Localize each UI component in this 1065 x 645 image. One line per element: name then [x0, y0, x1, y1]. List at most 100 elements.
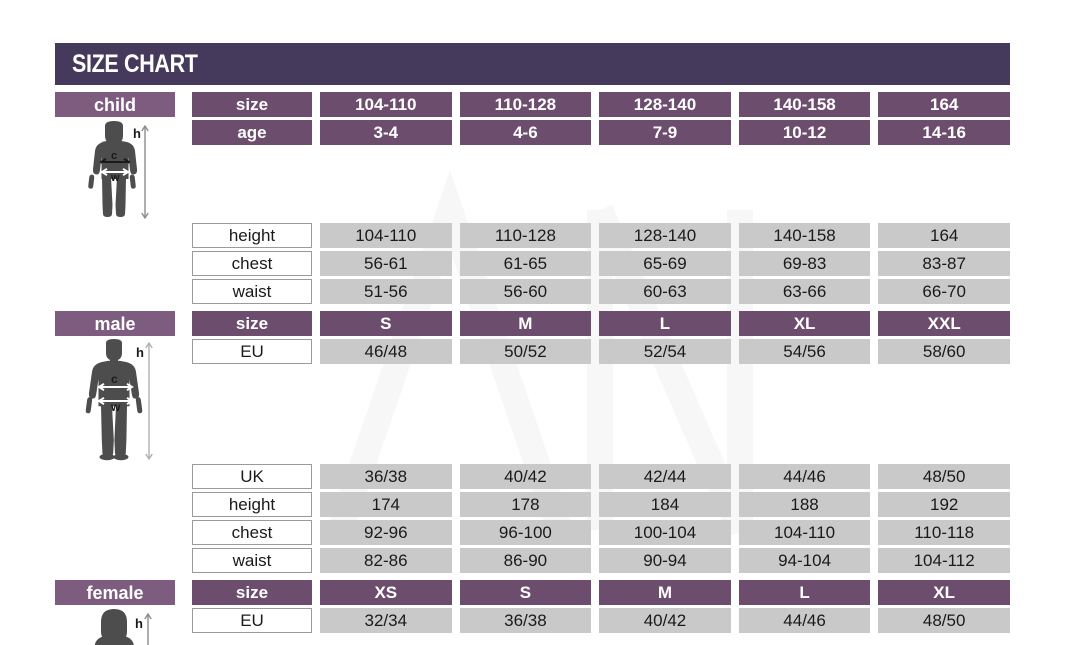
data-cell: 66-70: [878, 279, 1010, 304]
row-label-size: size: [192, 580, 312, 605]
section-male: male size S M L XL XXL c w h EU 46/48 50/52 52/54…: [55, 311, 1010, 573]
cell-male-waist-4: 104-112: [878, 548, 1010, 573]
data-cell: 10-12: [738, 120, 871, 220]
cell-male-height-3: 188: [738, 492, 871, 517]
cell-female-size-0: XS: [320, 580, 452, 605]
row-label-age: age: [192, 120, 312, 145]
data-cell: 4-6: [459, 120, 592, 220]
cell-female-EU-2: 40/42: [599, 608, 731, 633]
cell-child-size-3: 140-158: [738, 92, 871, 117]
cell-male-chest-3: 104-110: [738, 520, 871, 545]
data-cell: 3-4: [320, 120, 452, 220]
data-cell: 174: [320, 492, 452, 517]
cell-child-age-1: 4-6: [459, 120, 592, 145]
cell-child-chest-3: 69-83: [738, 251, 871, 276]
data-cell: 82-86: [320, 548, 452, 573]
row-label-cell: waist: [192, 548, 312, 573]
cell-male-waist-1: 86-90: [459, 548, 592, 573]
data-cell: 104-112: [878, 548, 1010, 573]
table-row: male size S M L XL XXL: [55, 311, 1010, 336]
data-cell: XS: [320, 580, 452, 605]
child-silhouette: c w h: [55, 120, 175, 220]
data-cell: 188: [738, 492, 871, 517]
data-cell: 50/52: [459, 339, 592, 461]
data-cell: 65-69: [599, 251, 731, 276]
figure-cell: c w h: [55, 120, 175, 220]
cell-male-waist-0: 82-86: [320, 548, 452, 573]
section-label-cell: male: [55, 311, 175, 336]
svg-text:w: w: [110, 172, 120, 184]
cell-child-size-1: 110-128: [459, 92, 592, 117]
cell-male-size-0: S: [320, 311, 452, 336]
svg-text:c: c: [111, 150, 117, 162]
chart-title-bar: SIZE CHART: [55, 43, 1010, 85]
cell-female-EU-4: 48/50: [878, 608, 1010, 633]
table-row: UK 36/38 40/42 42/44 44/46 48/50: [55, 464, 1010, 489]
cell-male-chest-4: 110-118: [878, 520, 1010, 545]
cell-child-height-0: 104-110: [320, 223, 452, 248]
data-cell: 104-110: [320, 92, 452, 117]
cell-child-waist-2: 60-63: [599, 279, 731, 304]
cell-female-size-1: S: [459, 580, 592, 605]
data-cell: 90-94: [599, 548, 731, 573]
female-silhouette: c w h: [94, 609, 152, 645]
table-row: chest 92-96 96-100 100-104 104-110 110-118: [55, 520, 1010, 545]
data-cell: 46/48: [320, 339, 452, 461]
svg-text:c: c: [111, 372, 118, 386]
table-row: height 104-110 110-128 128-140 140-158 164: [55, 223, 1010, 248]
cell-male-height-2: 184: [599, 492, 731, 517]
table-row: waist 82-86 86-90 90-94 94-104 104-112: [55, 548, 1010, 573]
data-cell: XL: [738, 311, 871, 336]
row-label-waist: waist: [192, 279, 312, 304]
cell-male-size-2: L: [599, 311, 731, 336]
cell-male-height-0: 174: [320, 492, 452, 517]
data-cell: 128-140: [599, 92, 731, 117]
row-label-cell: height: [192, 492, 312, 517]
data-cell: 164: [878, 92, 1010, 117]
table-row: child size 104-110 110-128 128-140 140-158 164: [55, 92, 1010, 117]
table-row: c w h EU 46/48 50/52 52/54 54/56 58/60: [55, 339, 1010, 461]
data-cell: 63-66: [738, 279, 871, 304]
data-cell: 52/54: [599, 339, 731, 461]
cell-female-EU-3: 44/46: [738, 608, 871, 633]
cell-child-height-2: 128-140: [599, 223, 731, 248]
cell-child-age-3: 10-12: [738, 120, 871, 145]
section-label-cell: child: [55, 92, 175, 117]
section-label-cell: female: [55, 580, 175, 605]
row-label-EU: EU: [192, 339, 312, 364]
cell-child-chest-1: 61-65: [459, 251, 592, 276]
data-cell: 40/42: [599, 608, 731, 645]
cell-male-size-1: M: [459, 311, 592, 336]
cell-child-age-4: 14-16: [878, 120, 1010, 145]
data-cell: 7-9: [599, 120, 731, 220]
male-silhouette: c w h: [55, 339, 175, 461]
data-cell: 51-56: [320, 279, 452, 304]
cell-child-height-1: 110-128: [459, 223, 592, 248]
page-title: SIZE CHART: [72, 49, 198, 78]
cell-male-UK-3: 44/46: [738, 464, 871, 489]
cell-male-UK-4: 48/50: [878, 464, 1010, 489]
cell-male-UK-0: 36/38: [320, 464, 452, 489]
cell-child-height-3: 140-158: [738, 223, 871, 248]
figure-cell: c w h: [55, 608, 175, 645]
data-cell: L: [738, 580, 871, 605]
data-cell: M: [599, 580, 731, 605]
figure-spacer: [55, 251, 175, 276]
cell-child-chest-0: 56-61: [320, 251, 452, 276]
row-label-chest: chest: [192, 520, 312, 545]
data-cell: 94-104: [738, 548, 871, 573]
row-label-waist: waist: [192, 548, 312, 573]
data-cell: XXL: [878, 311, 1010, 336]
cell-child-chest-4: 83-87: [878, 251, 1010, 276]
row-label-cell: chest: [192, 251, 312, 276]
table-row: chest 56-61 61-65 65-69 69-83 83-87: [55, 251, 1010, 276]
cell-female-EU-1: 36/38: [459, 608, 592, 633]
cell-male-height-1: 178: [459, 492, 592, 517]
svg-text:w: w: [110, 400, 121, 414]
row-label-cell: size: [192, 580, 312, 605]
cell-male-chest-1: 96-100: [459, 520, 592, 545]
row-label-chest: chest: [192, 251, 312, 276]
data-cell: 61-65: [459, 251, 592, 276]
svg-text:c: c: [112, 643, 119, 645]
cell-female-EU-0: 32/34: [320, 608, 452, 633]
